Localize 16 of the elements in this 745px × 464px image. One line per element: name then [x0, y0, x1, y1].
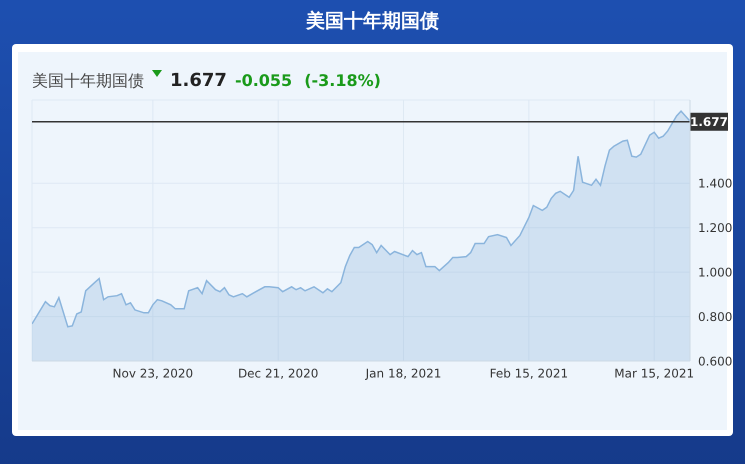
ref-line-label: 1.677 [690, 114, 728, 129]
x-tick-label: Mar 15, 2021 [614, 366, 694, 381]
x-tick-label: Dec 21, 2020 [238, 366, 318, 381]
x-tick-label: Nov 23, 2020 [112, 366, 194, 381]
y-tick-label: 1.400 [698, 176, 732, 191]
y-tick-label: 0.600 [698, 354, 732, 368]
text: -0.055 [234, 71, 292, 90]
text: (-3.18%) [304, 71, 381, 90]
chart-subtitle: 美国十年期国债 [32, 71, 144, 92]
y-tick-label: 0.800 [698, 310, 732, 324]
x-tick-label: Jan 18, 2021 [364, 366, 442, 381]
text: 1.677 [170, 70, 227, 91]
chart-title: 美国十年期国债 [304, 9, 440, 34]
x-tick-label: Feb 15, 2021 [490, 366, 568, 381]
y-tick-label: 1.200 [698, 220, 732, 235]
y-tick-label: 1.000 [698, 265, 732, 280]
